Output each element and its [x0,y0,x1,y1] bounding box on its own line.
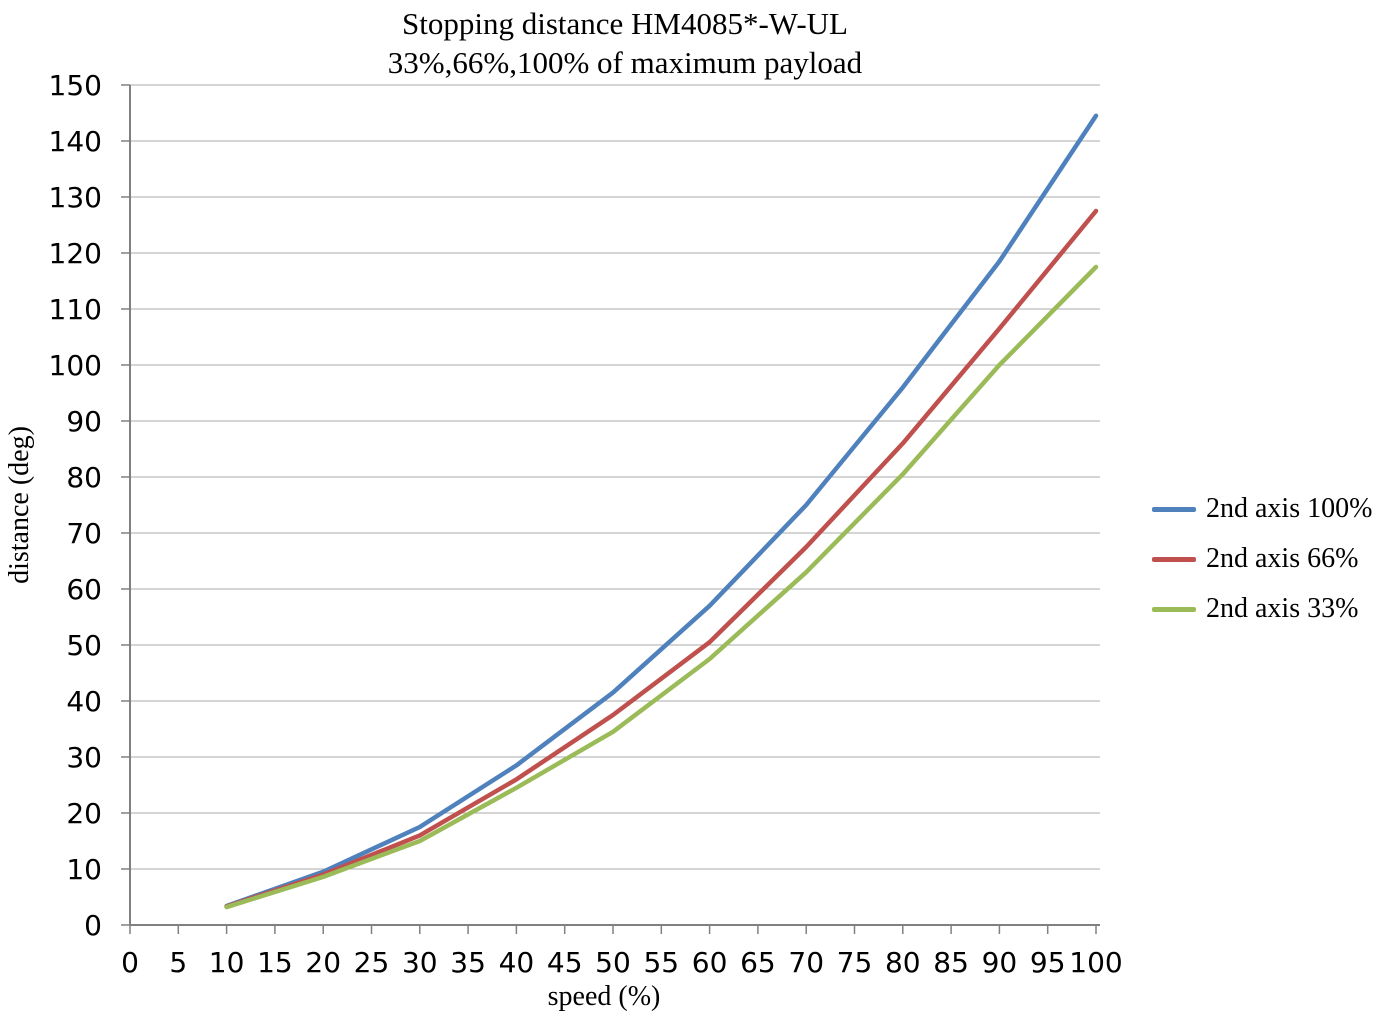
legend-line-swatch-green [1152,606,1196,612]
series-line-1 [224,113,1099,909]
x-tick-label: 85 [933,946,969,979]
x-tick-label: 55 [643,946,679,979]
y-tick-label: 20 [66,797,102,830]
y-tick-label: 80 [66,461,102,494]
x-tick-label: 50 [595,946,631,979]
x-tick-label: 70 [788,946,824,979]
x-tick-label: 20 [305,946,341,979]
y-tick-label: 40 [66,685,102,718]
y-tick-label: 140 [49,125,102,158]
x-tick-label: 5 [169,946,187,979]
legend-label: 2nd axis 66% [1206,543,1359,574]
legend-line-swatch-red [1152,556,1196,562]
x-tick-label: 65 [740,946,776,979]
x-tick-label: 80 [885,946,921,979]
y-tick-label: 90 [66,405,102,438]
x-tick-label: 30 [402,946,438,979]
chart-title: Stopping distance HM4085*-W-UL 33%,66%,1… [130,4,1120,82]
y-tick-label: 70 [66,517,102,550]
x-axis-title: speed (%) [547,981,661,1012]
y-axis-title: distance (deg) [4,426,35,584]
x-tick-label: 10 [209,946,245,979]
x-tick-label: 75 [837,946,873,979]
legend-item-33: 2nd axis 33% [1152,584,1372,634]
x-tick-label: 25 [354,946,390,979]
y-tick-label: 30 [66,741,102,774]
legend: 2nd axis 100% 2nd axis 66% 2nd axis 33% [1152,484,1372,634]
y-tick-label: 110 [49,293,102,326]
legend-label: 2nd axis 100% [1206,493,1373,524]
x-tick-label: 45 [547,946,583,979]
legend-line-swatch-blue [1152,506,1196,512]
legend-label: 2nd axis 33% [1206,593,1359,624]
y-tick-label: 120 [49,237,102,270]
y-tick-label: 130 [49,181,102,214]
x-tick-label: 100 [1069,946,1122,979]
x-tick-label: 0 [121,946,139,979]
y-tick-label: 0 [84,909,102,942]
y-tick-label: 10 [66,853,102,886]
series-line-3 [224,264,1099,910]
legend-item-66: 2nd axis 66% [1152,534,1372,584]
x-tick-label: 35 [450,946,486,979]
x-tick-label: 15 [257,946,293,979]
x-tick-label: 60 [692,946,728,979]
legend-item-100: 2nd axis 100% [1152,484,1372,534]
y-tick-label: 100 [49,349,102,382]
x-tick-label: 40 [499,946,535,979]
x-tick-label: 95 [1030,946,1066,979]
y-tick-label: 150 [49,69,102,102]
chart-title-line2: 33%,66%,100% of maximum payload [387,45,863,80]
series-line-2 [224,208,1099,909]
y-tick-label: 60 [66,573,102,606]
x-tick-label: 90 [982,946,1018,979]
y-tick-label: 50 [66,629,102,662]
chart-title-line1: Stopping distance HM4085*-W-UL [401,6,848,41]
